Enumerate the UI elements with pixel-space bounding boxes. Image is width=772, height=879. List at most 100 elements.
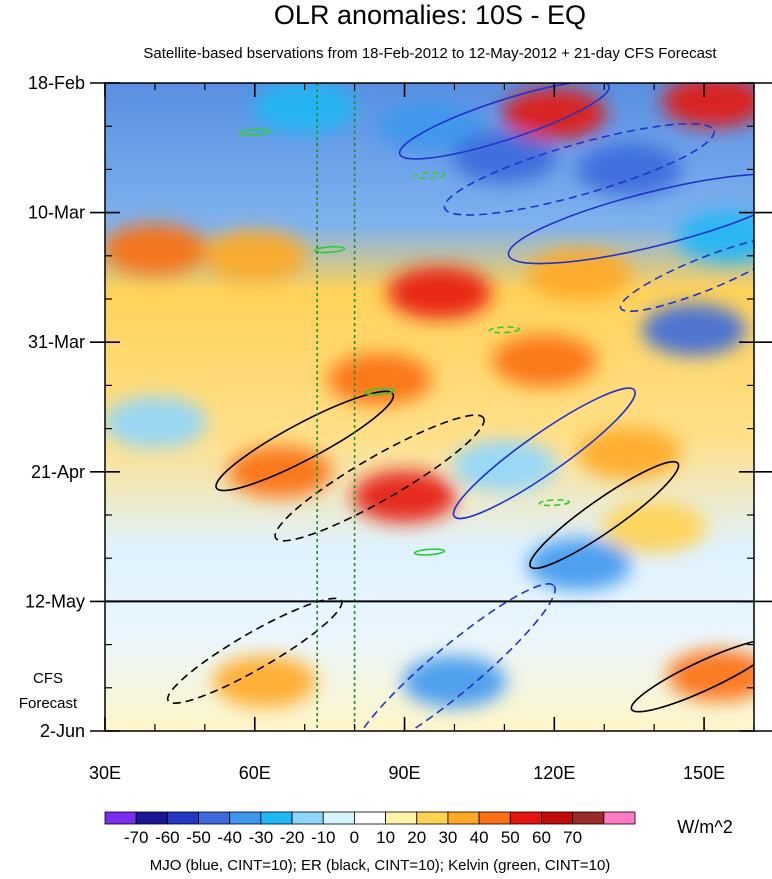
colorbar-swatch-4 — [229, 811, 262, 825]
colorbar-label: 10 — [376, 828, 395, 847]
anomaly-blob-2 — [452, 131, 557, 184]
axis-ticks — [90, 82, 772, 732]
colorbar-label: 0 — [350, 828, 359, 847]
mjo-contour-3 — [619, 236, 754, 313]
y-tick-label: 10-Mar — [28, 203, 85, 223]
x-axis-labels: 30E 60E 90E 120E 150E — [89, 763, 725, 783]
forecast-label-line1: CFS — [33, 670, 63, 687]
anomaly-blob-19 — [527, 538, 632, 591]
olr-field — [105, 83, 754, 708]
kelvin-contour-2 — [313, 245, 346, 254]
colorbar-swatch-0 — [104, 811, 137, 825]
colorbar-swatch-14 — [541, 811, 574, 825]
colorbar-swatch-7 — [322, 811, 355, 825]
colorbar-swatch-12 — [478, 811, 511, 825]
colorbar-label: -60 — [155, 828, 180, 847]
y-tick-label: 31-Mar — [28, 332, 85, 352]
y-axis-labels: 18-Feb 10-Mar 31-Mar 21-Apr 12-May 2-Jun — [25, 73, 85, 741]
mjo-contour-2 — [507, 173, 754, 265]
kelvin-contour-5 — [538, 499, 571, 507]
colorbar: -70 -60 -50 -40 -30 -20 -10 0 10 20 30 40 50 60 70 — [104, 811, 636, 847]
colorbar-swatch-2 — [166, 811, 199, 825]
er-contour-0 — [215, 390, 395, 492]
anomaly-blob-21 — [402, 655, 507, 708]
mjo-contour-0 — [398, 83, 610, 160]
colorbar-swatch-9 — [385, 811, 418, 825]
x-tick-label: 120E — [533, 763, 575, 783]
anomaly-blob-11 — [642, 303, 747, 356]
chart-subtitle: Satellite-based bservations from 18-Feb-… — [143, 45, 717, 62]
plot-frame — [104, 82, 755, 732]
colorbar-swatch-13 — [509, 811, 542, 825]
colorbar-unit: W/m^2 — [677, 817, 732, 837]
anomaly-blob-3 — [577, 143, 682, 196]
er-contour-2 — [529, 460, 680, 570]
x-tick-label: 150E — [683, 763, 725, 783]
colorbar-label: 30 — [438, 828, 457, 847]
y-tick-label: 12-May — [25, 591, 85, 611]
er-contour-4 — [630, 638, 754, 713]
kelvin-contour-0 — [239, 128, 271, 137]
forecast-label-line2: Forecast — [19, 695, 78, 712]
colorbar-label: 40 — [470, 828, 489, 847]
chart-title: OLR anomalies: 10S - EQ — [274, 0, 586, 30]
anomaly-blob-10 — [677, 211, 754, 264]
anomaly-blob-1 — [377, 100, 482, 153]
colorbar-swatch-16 — [603, 811, 636, 825]
kelvin-contour-3 — [488, 326, 521, 334]
x-tick-label: 30E — [89, 763, 121, 783]
x-tick-label: 60E — [239, 763, 271, 783]
colorbar-label: -20 — [280, 828, 305, 847]
colorbar-swatch-6 — [291, 811, 324, 825]
colorbar-swatch-11 — [447, 811, 480, 825]
colorbar-label: -10 — [311, 828, 336, 847]
colorbar-label: 20 — [407, 828, 426, 847]
contour-legend-footer: MJO (blue, CINT=10); ER (black, CINT=10)… — [150, 857, 611, 874]
anomaly-blob-7 — [202, 229, 307, 282]
colorbar-label: 50 — [501, 828, 520, 847]
anomaly-blob-20 — [602, 501, 707, 554]
anomaly-blob-15 — [227, 445, 332, 498]
kelvin-contour-1 — [413, 171, 446, 180]
colorbar-swatch-10 — [416, 811, 449, 825]
mjo-contour-4 — [452, 387, 636, 520]
anomaly-blob-13 — [492, 334, 597, 387]
colorbar-label: 60 — [532, 828, 551, 847]
y-tick-label: 2-Jun — [40, 721, 85, 741]
anomaly-blob-8 — [387, 266, 492, 319]
colorbar-label: -50 — [186, 828, 211, 847]
mjo-contour-5 — [352, 583, 556, 731]
anomaly-blob-0 — [252, 83, 357, 134]
colorbar-label: -30 — [249, 828, 274, 847]
colorbar-swatch-5 — [260, 811, 293, 825]
colorbar-swatch-8 — [354, 811, 386, 825]
wave-contours — [166, 83, 754, 731]
anomaly-blob-5 — [662, 83, 754, 128]
colorbar-label: 70 — [563, 828, 582, 847]
anomaly-blob-17 — [452, 439, 557, 492]
y-tick-label: 21-Apr — [31, 462, 85, 482]
anomaly-blob-22 — [212, 655, 317, 708]
colorbar-label: -70 — [124, 828, 149, 847]
anomaly-blob-23 — [667, 649, 754, 702]
anomaly-blob-16 — [352, 470, 457, 523]
colorbar-label: -40 — [217, 828, 242, 847]
y-tick-label: 18-Feb — [28, 73, 85, 93]
anomaly-blob-18 — [577, 427, 682, 480]
colorbar-swatch-15 — [572, 811, 605, 825]
anomaly-blob-14 — [105, 396, 207, 449]
colorbar-swatch-1 — [135, 811, 168, 825]
kelvin-contour-6 — [413, 548, 446, 556]
anomaly-blob-12 — [327, 353, 432, 406]
mjo-contour-1 — [443, 123, 715, 216]
kelvin-contour-4 — [363, 387, 396, 396]
er-contour-1 — [274, 414, 485, 542]
colorbar-swatch-3 — [198, 811, 231, 825]
plot-area — [105, 83, 754, 731]
anomaly-blob-6 — [105, 223, 207, 276]
anomaly-blob-4 — [502, 87, 607, 140]
anomaly-blob-9 — [527, 248, 632, 301]
reference-longitude-lines — [316, 83, 356, 731]
x-tick-label: 90E — [389, 763, 421, 783]
